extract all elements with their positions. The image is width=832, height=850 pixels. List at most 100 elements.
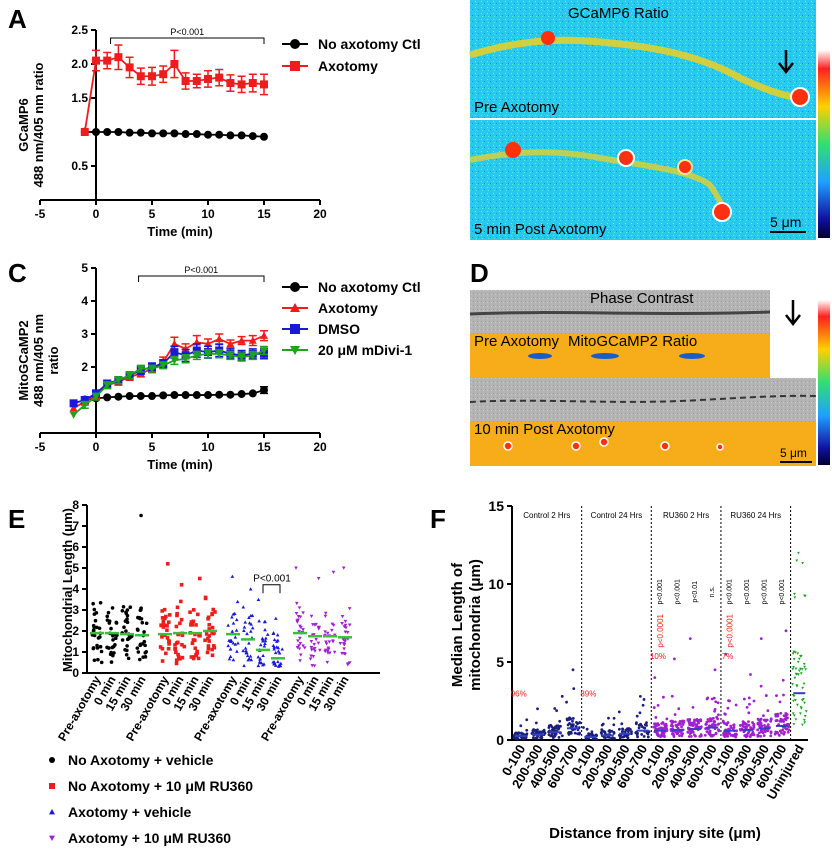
data-point [237,336,246,344]
data-point [233,642,238,646]
x-axis-label: Time (min) [147,457,213,472]
red-annotation: 10% [650,652,666,661]
data-point [643,726,647,730]
data-point [706,718,710,721]
data-point [792,665,795,669]
data-point [297,647,302,651]
data-point [179,583,184,587]
data-point [665,717,669,721]
group-title: Control 24 Hrs [591,511,643,520]
y-tick-label: 10 [488,576,504,592]
data-point [69,411,78,419]
data-point [120,638,125,642]
panel-label-d: D [470,258,489,288]
axon-post [469,149,728,216]
data-point [170,60,179,68]
data-point [792,658,796,661]
data-point [161,625,166,629]
data-point [166,646,171,651]
data-point [295,620,300,624]
data-point [114,636,118,640]
data-point [125,392,134,401]
data-point [235,649,239,653]
data-point [277,663,281,667]
image-d-lower-label: 10 min Post Axotomy [474,421,615,438]
data-point [204,339,212,348]
data-point [237,390,246,399]
y-axis-label: Median Length of [449,562,466,687]
x-axis-label: Time (min) [147,224,213,239]
data-point [274,645,279,649]
data-point [604,736,607,740]
data-point [763,730,767,734]
data-point [95,646,100,650]
data-point [688,723,692,726]
data-point [765,718,769,722]
data-point [230,574,235,578]
data-point [298,636,302,640]
data-point [539,736,542,739]
panel-label-e: E [8,504,25,534]
data-point [298,659,302,663]
data-point [111,638,115,642]
data-point [260,331,268,339]
data-point [92,607,97,612]
chart-f: 0 5 10 15 Median Length of mitochondria (μm) D… [449,498,808,842]
data-point [93,618,98,623]
data-point [326,646,331,650]
data-point [124,652,129,657]
data-point [725,723,729,727]
data-point [250,613,255,617]
data-point [618,736,622,740]
y-axis-label: 488 nm/405 nm [31,314,46,407]
panel-label-f: F [430,504,446,534]
data-point [797,669,801,673]
data-point [642,735,646,738]
data-point [713,707,717,711]
data-point [191,656,196,661]
data-point [617,727,621,731]
data-point [628,728,632,731]
image-d-mid-label: Pre Axotomy [474,333,560,350]
data-point [80,396,89,404]
data-point [309,654,313,658]
image-d: Phase Contrast Pre Axotomy MitoGCaMP2 Ra… [469,290,830,466]
data-point [797,551,800,555]
data-point [245,631,249,636]
data-point [107,646,111,650]
data-point [711,723,715,726]
x-tick-label: Pre-axotomy [55,673,104,743]
data-point [136,650,141,654]
data-point [263,627,267,632]
data-point [726,732,729,736]
data-point [192,638,197,643]
data-point [256,597,261,601]
data-point [226,623,230,627]
data-point [96,636,101,640]
data-point [732,723,736,727]
data-point [671,724,675,728]
data-point [192,608,196,612]
data-point [769,734,773,738]
x-axis-label: Distance from injury site (μm) [549,825,761,842]
data-point [226,352,235,360]
data-point [294,612,299,616]
data-point [236,641,240,645]
data-point [741,724,745,728]
data-point [258,657,262,661]
data-point [69,399,78,408]
red-annotation: 96% [511,689,527,698]
y-tick-label: 7 [72,519,79,533]
data-point [676,723,680,727]
data-point [148,129,156,138]
data-point [159,129,168,138]
panel-label-a: A [8,4,27,34]
legend-marker [290,324,300,334]
data-point [744,735,748,739]
data-point [210,611,214,616]
data-point [263,641,267,646]
data-point [698,735,702,738]
data-point [250,626,255,630]
